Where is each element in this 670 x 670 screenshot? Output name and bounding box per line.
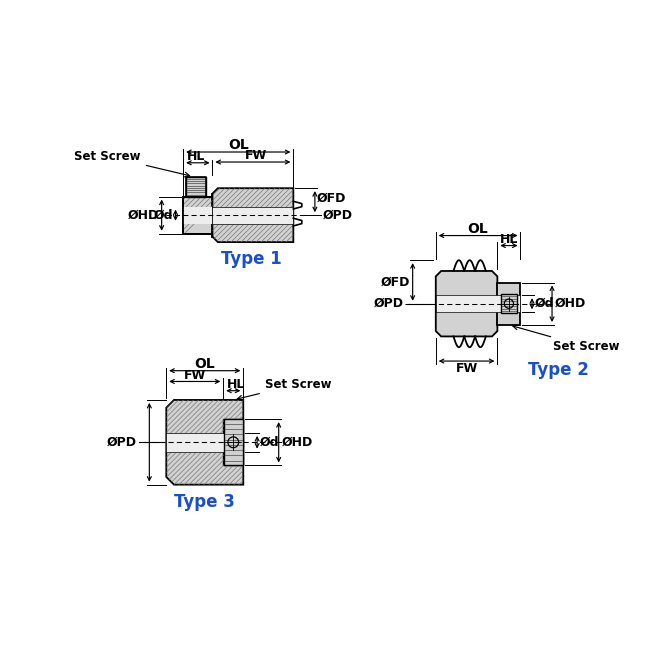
Text: ØPD: ØPD [322, 208, 352, 222]
Text: OL: OL [228, 138, 249, 152]
Text: Type 3: Type 3 [174, 492, 235, 511]
Text: FW: FW [184, 369, 206, 382]
Text: ØFD: ØFD [317, 192, 346, 205]
Text: ØHD: ØHD [555, 297, 586, 310]
Polygon shape [212, 206, 293, 224]
Text: Ød: Ød [260, 436, 279, 449]
Text: Set Screw: Set Screw [237, 378, 332, 400]
Text: Type 2: Type 2 [528, 361, 589, 379]
Polygon shape [436, 295, 521, 312]
Text: ØHD: ØHD [282, 436, 313, 449]
Text: Ød: Ød [153, 208, 174, 222]
Polygon shape [212, 188, 293, 242]
Text: Set Screw: Set Screw [74, 150, 190, 177]
Polygon shape [436, 271, 497, 336]
Polygon shape [223, 419, 243, 466]
Text: HL: HL [500, 233, 518, 246]
Text: Ød: Ød [535, 297, 555, 310]
Text: OL: OL [194, 356, 215, 371]
Polygon shape [166, 433, 243, 452]
Polygon shape [183, 197, 212, 234]
Text: ØPD: ØPD [373, 297, 403, 310]
Text: ØPD: ØPD [107, 436, 137, 449]
Text: HL: HL [187, 150, 206, 163]
Text: OL: OL [468, 222, 488, 236]
Text: Set Screw: Set Screw [513, 325, 619, 353]
Polygon shape [186, 177, 206, 197]
Polygon shape [501, 294, 517, 313]
Text: Type 1: Type 1 [220, 250, 281, 268]
Polygon shape [166, 400, 243, 484]
Text: FW: FW [456, 362, 478, 375]
Text: ØHD: ØHD [127, 208, 159, 222]
Text: HL: HL [227, 378, 245, 391]
Polygon shape [183, 206, 212, 224]
Text: ØFD: ØFD [380, 275, 409, 289]
Text: FW: FW [245, 149, 267, 162]
Polygon shape [497, 283, 521, 325]
Polygon shape [224, 419, 243, 466]
